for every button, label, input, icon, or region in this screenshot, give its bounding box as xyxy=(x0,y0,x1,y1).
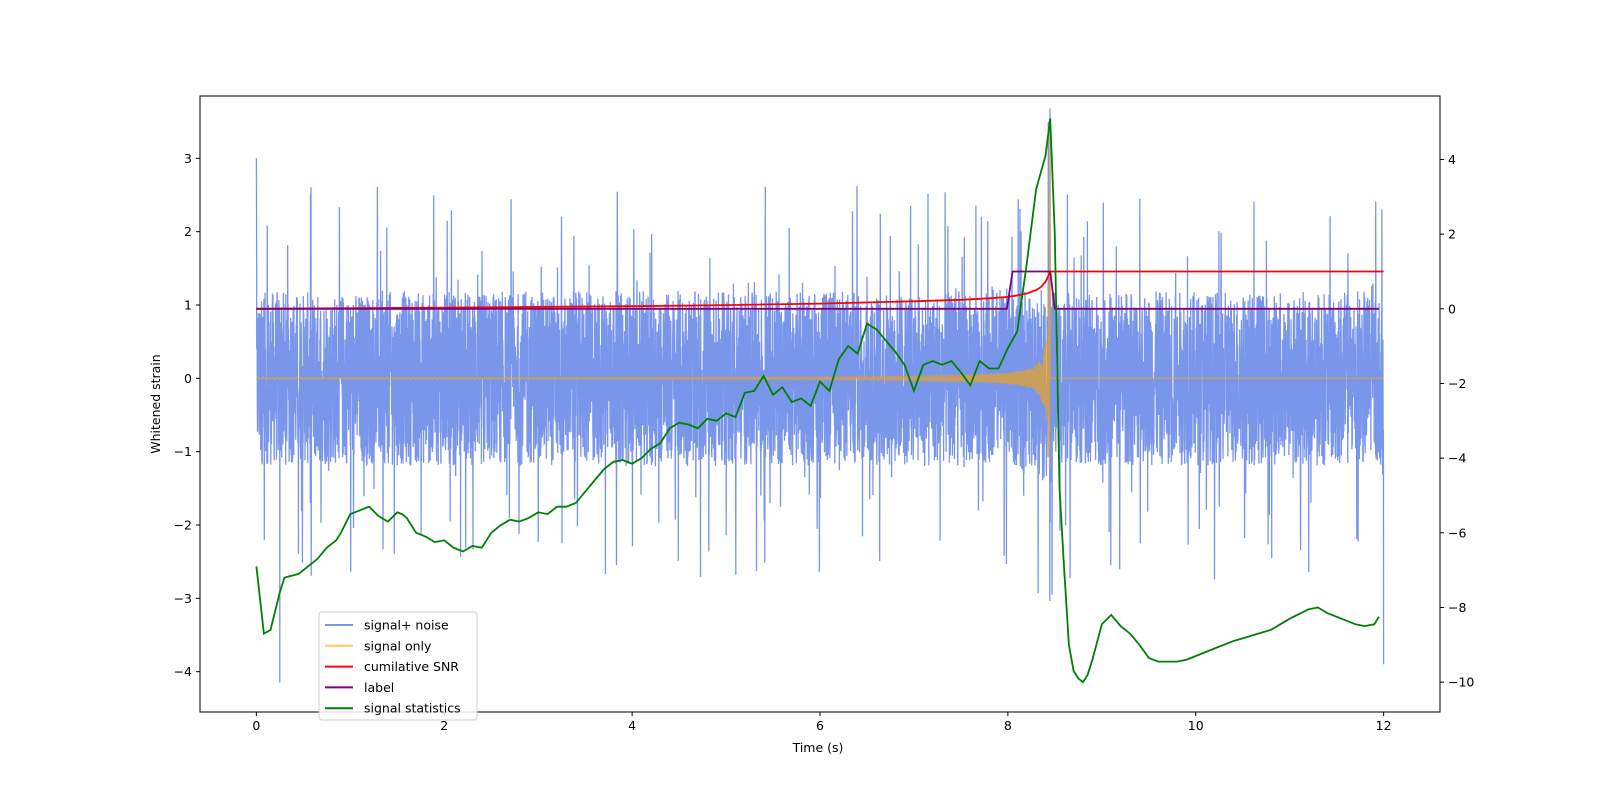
y2-tick-label: −2 xyxy=(1448,376,1466,391)
y-tick-label: −3 xyxy=(174,591,192,606)
legend-box xyxy=(318,611,478,721)
legend-label: signal statistics xyxy=(364,701,461,716)
y-tick-label: 2 xyxy=(184,224,192,239)
x-axis: 0 2 4 6 8 10 12 xyxy=(252,712,1392,733)
y-tick-label: 0 xyxy=(184,371,192,386)
y-tick-label: 1 xyxy=(184,298,192,313)
y2-tick-label: −6 xyxy=(1448,525,1466,540)
y-tick-label: −4 xyxy=(174,664,192,679)
legend-label: signal+ noise xyxy=(364,618,449,633)
series-signal-only xyxy=(255,126,1384,467)
legend-label: signal only xyxy=(364,638,432,653)
legend-label: cumilative SNR xyxy=(364,659,459,674)
y2-tick-label: 4 xyxy=(1448,152,1456,167)
y-axis-left: −4 −3 −2 −1 0 1 2 3 xyxy=(174,151,200,679)
series-label xyxy=(256,270,1379,310)
x-tick-label: 8 xyxy=(1004,718,1012,733)
x-tick-label: 10 xyxy=(1188,718,1204,733)
y2-tick-label: 0 xyxy=(1448,301,1456,316)
y2-tick-label: −10 xyxy=(1448,675,1474,690)
y-axis-right: −10 −8 −6 −4 −2 0 2 4 xyxy=(1440,152,1474,690)
x-tick-label: 6 xyxy=(816,718,824,733)
x-axis-label: Time (s) xyxy=(792,740,844,755)
y-tick-label: 3 xyxy=(184,151,192,166)
x-tick-label: 0 xyxy=(252,718,260,733)
y-tick-label: −1 xyxy=(174,444,192,459)
legend-label: label xyxy=(364,680,394,695)
series-signal-statistics xyxy=(255,118,1380,684)
y-tick-label: −2 xyxy=(174,518,192,533)
legend: signal+ noise signal only cumilative SNR la… xyxy=(318,611,478,721)
x-tick-label: 12 xyxy=(1376,718,1392,733)
series-signal-plus-noise xyxy=(255,108,1385,683)
y2-tick-label: 2 xyxy=(1448,227,1456,242)
series-layer xyxy=(255,108,1385,684)
x-tick-label: 4 xyxy=(628,718,636,733)
y-axis-label: Whitened strain xyxy=(148,354,163,453)
x-tick-label: 2 xyxy=(440,718,448,733)
y2-tick-label: −8 xyxy=(1448,600,1466,615)
y2-tick-label: −4 xyxy=(1448,451,1466,466)
